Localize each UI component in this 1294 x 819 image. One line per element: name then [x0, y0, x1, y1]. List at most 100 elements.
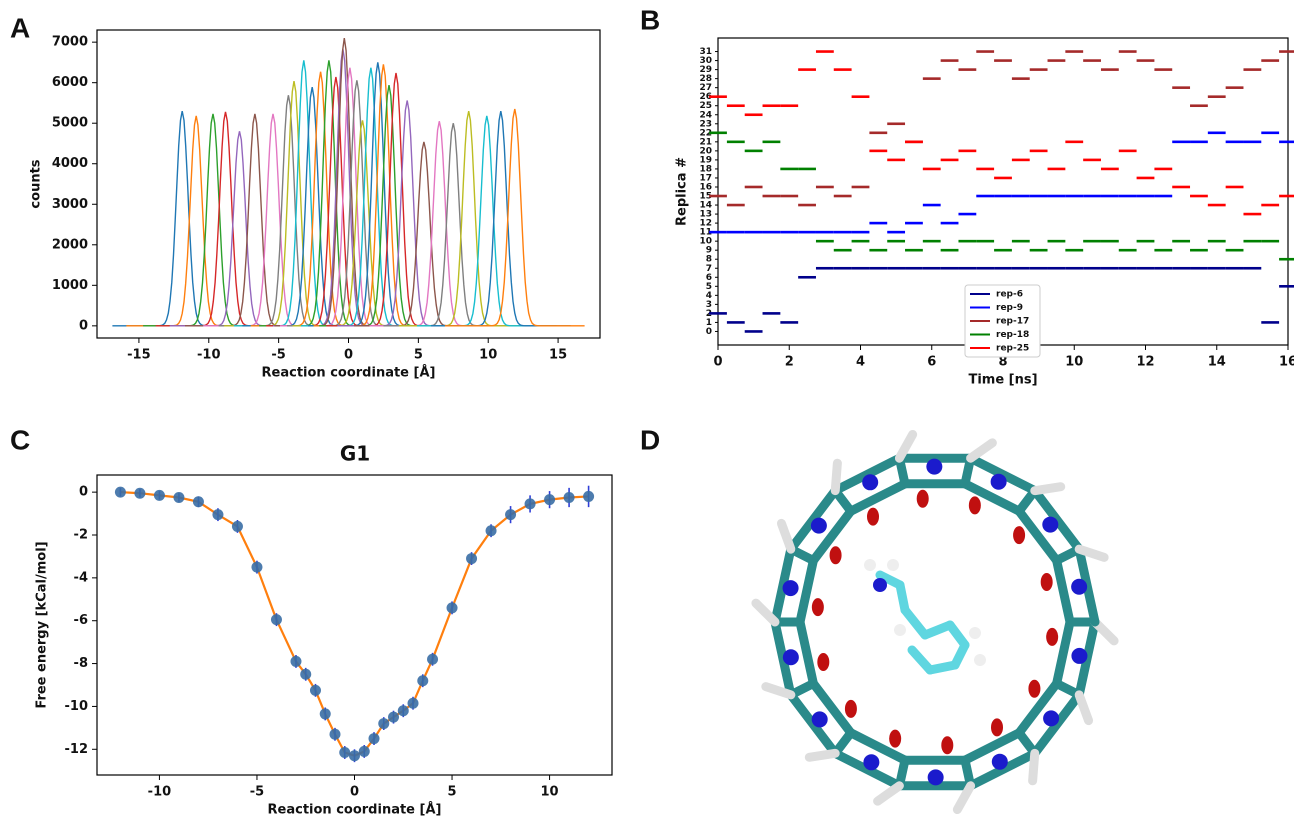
replica-point [780, 321, 798, 324]
x-tick-label: 0 [713, 355, 722, 370]
replica-point [869, 267, 887, 270]
replica-point [1137, 195, 1155, 198]
histogram-curve [274, 38, 414, 326]
replica-point [798, 204, 816, 207]
replica-point [1012, 240, 1030, 243]
replica-point [923, 168, 941, 171]
replica-point [852, 240, 870, 243]
replica-point [1226, 141, 1244, 144]
x-tick-label: 5 [448, 785, 457, 800]
y-tick-label: 6 [706, 273, 712, 283]
replica-point [1101, 195, 1119, 198]
replica-point [869, 222, 887, 225]
replica-point [1083, 267, 1101, 270]
replica-point [958, 150, 976, 153]
y-tick-label: 27 [699, 83, 712, 93]
x-tick-label: 0 [350, 785, 359, 800]
guest-hydrogen [974, 654, 986, 666]
replica-point [1030, 249, 1048, 252]
replica-point [798, 276, 816, 279]
oxygen [941, 736, 953, 754]
replica-point [994, 267, 1012, 270]
replica-point [869, 249, 887, 252]
x-tick-label: -10 [148, 785, 172, 800]
data-point [329, 729, 340, 740]
replica-point [816, 267, 834, 270]
replica-point [1261, 59, 1279, 62]
replica-point [763, 141, 781, 144]
replica-point [905, 222, 923, 225]
replica-point [780, 168, 798, 171]
y-tick-label: 29 [699, 65, 712, 75]
bond [756, 603, 775, 622]
replica-point [834, 249, 852, 252]
replica-point [1279, 141, 1294, 144]
data-point [486, 525, 497, 536]
replica-point [1119, 249, 1137, 252]
data-point [398, 705, 409, 716]
data-point [525, 498, 536, 509]
replica-point [923, 267, 941, 270]
y-tick-label: 1 [706, 318, 712, 328]
guest-hydrogen [887, 559, 899, 571]
replica-point [1012, 159, 1030, 162]
bond [835, 463, 837, 490]
replica-point [994, 59, 1012, 62]
bond [800, 622, 813, 684]
oxygen [1028, 680, 1040, 698]
replica-point [1137, 177, 1155, 180]
replica-point [1065, 249, 1083, 252]
replica-point [1172, 141, 1190, 144]
replica-point [976, 168, 994, 171]
x-tick-label: 0 [344, 348, 353, 363]
replica-point [1048, 240, 1066, 243]
x-tick-label: 10 [479, 348, 497, 363]
replica-point [1172, 86, 1190, 89]
replica-point [763, 231, 781, 234]
y-tick-label: 10 [699, 237, 712, 247]
oxygen [969, 496, 981, 514]
data-point [408, 698, 419, 709]
data-point [115, 487, 126, 498]
replica-point [1083, 240, 1101, 243]
replica-point [852, 186, 870, 189]
replica-point [727, 231, 745, 234]
replica-point [780, 104, 798, 107]
replica-point [869, 150, 887, 153]
replica-point [1012, 267, 1030, 270]
replica-point [976, 267, 994, 270]
data-point [154, 490, 165, 501]
y-tick-label: 23 [699, 119, 712, 129]
replica-point [1190, 104, 1208, 107]
y-tick-label: 2000 [52, 237, 88, 252]
replica-point [1048, 168, 1066, 171]
replica-point [1119, 267, 1137, 270]
data-point [251, 562, 262, 573]
replica-point [1208, 132, 1226, 135]
replica-point [958, 267, 976, 270]
replica-point [1208, 267, 1226, 270]
nitrogen [1071, 579, 1087, 595]
replica-point [1048, 267, 1066, 270]
legend-label: rep-9 [996, 303, 1023, 313]
replica-point [1154, 195, 1172, 198]
x-axis-label: Reaction coordinate [Å] [268, 802, 442, 818]
y-tick-label: 28 [699, 74, 712, 84]
y-tick-label: 8 [706, 255, 712, 265]
replica-point [1119, 50, 1137, 53]
data-point [583, 491, 594, 502]
nitrogen [1043, 710, 1059, 726]
nitrogen [862, 474, 878, 490]
data-point [417, 675, 428, 686]
molecule-image [756, 434, 1114, 809]
panel-label: D [640, 424, 660, 455]
data-point [173, 492, 184, 503]
y-tick-label: 3 [706, 300, 712, 310]
replica-point [1154, 249, 1172, 252]
y-tick-label: 18 [699, 164, 712, 174]
y-tick-label: -8 [74, 656, 88, 671]
y-tick-label: 4000 [52, 156, 88, 171]
guest-hydrogen [969, 627, 981, 639]
replica-point [798, 68, 816, 71]
y-tick-label: -6 [74, 613, 88, 628]
